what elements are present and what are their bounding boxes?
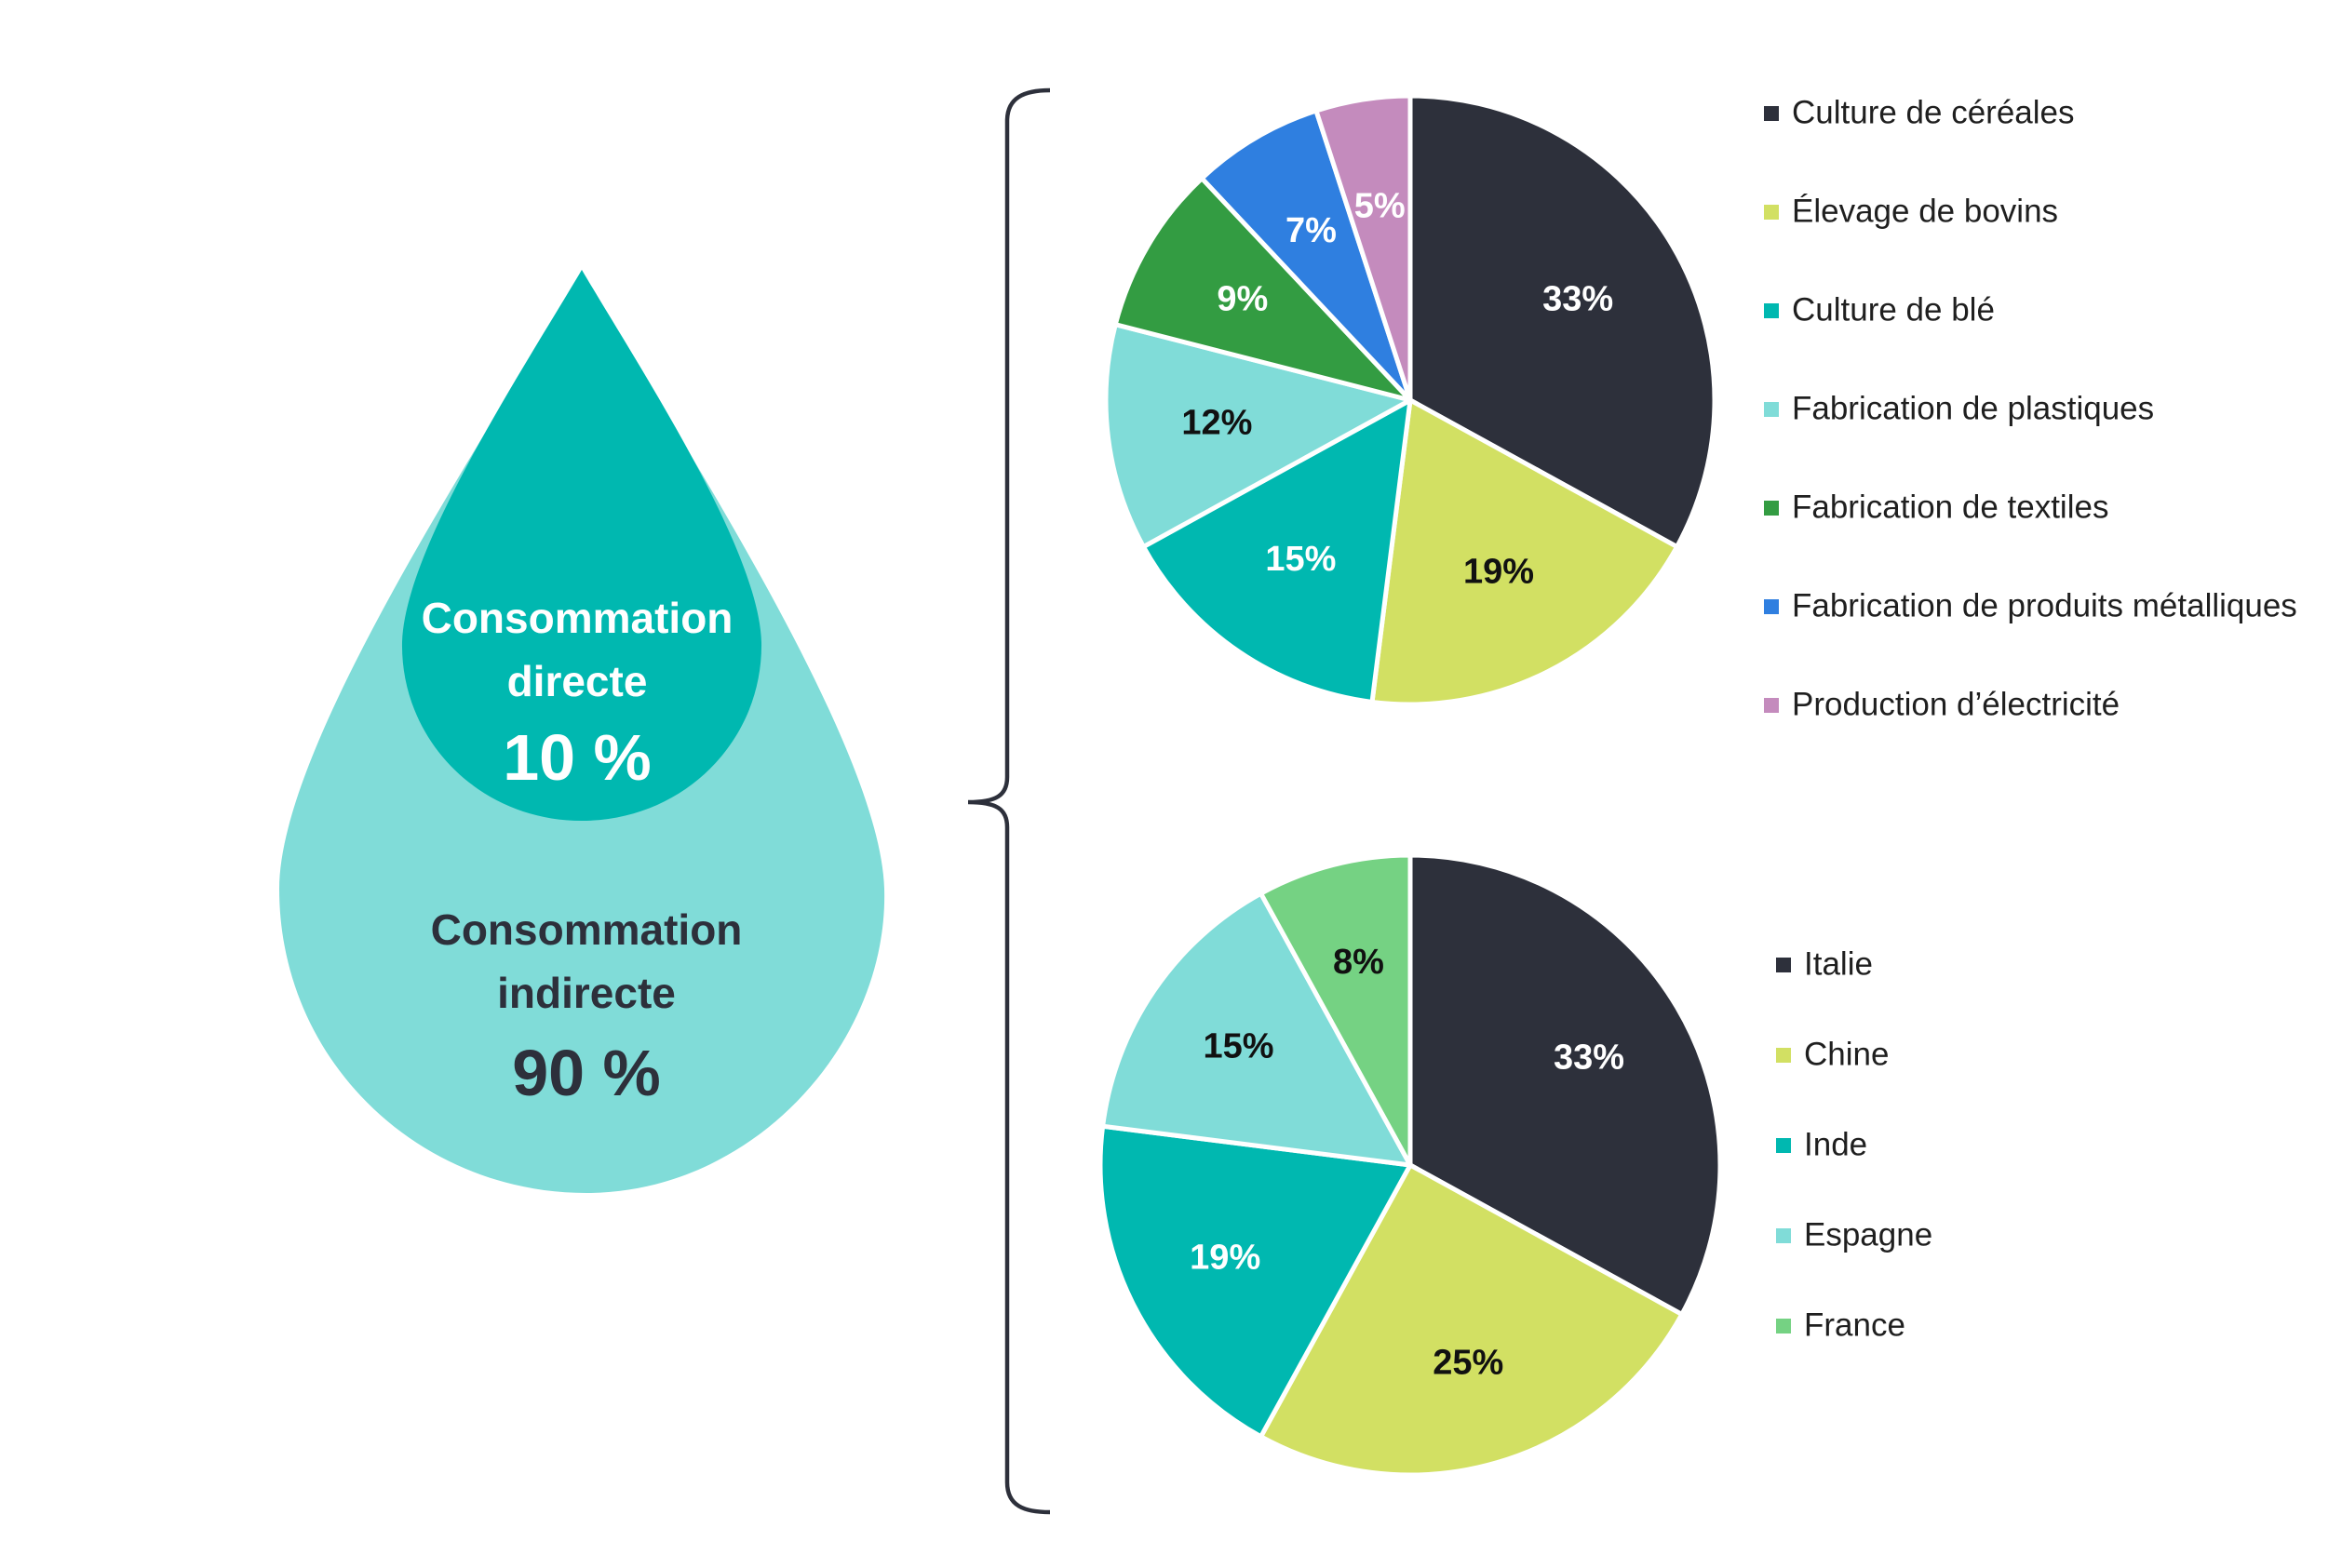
pie2-legend-swatch-inde xyxy=(1776,1138,1791,1153)
pie1-data-label-elevage-de-bovins: 19% xyxy=(1463,553,1534,592)
pie2-slice-italie xyxy=(1407,852,1723,1317)
pie2-legend-swatch-espagne xyxy=(1776,1228,1791,1243)
pie1-data-label-culture-de-ble: 15% xyxy=(1265,540,1336,579)
pie2-slice-chine xyxy=(1258,1162,1685,1478)
pie1-legend-label-culture-de-cereales: Culture de céréales xyxy=(1792,94,2075,130)
pie1-slice-culture-de-ble xyxy=(1140,397,1413,704)
pie1-slice-culture-de-cereales xyxy=(1407,93,1717,550)
pie2-legend-swatch-france xyxy=(1776,1319,1791,1333)
pie1-legend-label-elevage-de-bovins: Élevage de bovins xyxy=(1792,193,2058,229)
pie1-legend-label-fabrication-de-plastiques: Fabrication de plastiques xyxy=(1792,390,2154,426)
legend-sectors: Culture de céréales Élevage de bovins Cult… xyxy=(1764,94,2297,722)
pie1-legend-swatch-fabrication-de-textiles xyxy=(1764,501,1779,516)
pie-chart-sectors: 33% 19% 15% 12% 9% 7% 5% xyxy=(1103,93,1717,707)
pie2-legend-label-france: France xyxy=(1804,1307,1905,1343)
pie2-legend-swatch-chine xyxy=(1776,1048,1791,1063)
pie1-data-label-culture-de-cereales: 33% xyxy=(1542,279,1613,318)
pie2-legend-label-espagne: Espagne xyxy=(1804,1216,1932,1253)
pie1-data-label-fabrication-de-textiles: 9% xyxy=(1217,279,1268,318)
pie-chart-countries: 33% 25% 19% 15% 8% xyxy=(1097,852,1723,1478)
indirect-label-line1: Consommation xyxy=(431,905,743,954)
pie2-data-label-espagne: 15% xyxy=(1203,1027,1273,1066)
direct-consumption-drop xyxy=(401,270,762,821)
pie1-legend-swatch-culture-de-cereales xyxy=(1764,106,1779,121)
water-drop: Consommation directe 10 % Consommation i… xyxy=(279,270,885,1193)
pie2-legend-label-inde: Inde xyxy=(1804,1126,1867,1162)
pie2-slice-inde xyxy=(1097,1123,1413,1440)
pie1-slice-production-d-electricite xyxy=(1313,93,1413,403)
pie1-slice-fabrication-de-produits-metalliques xyxy=(1199,108,1413,403)
pie2-legend-label-chine: Chine xyxy=(1804,1036,1889,1072)
pie1-data-label-fabrication-de-plastiques: 12% xyxy=(1181,403,1252,442)
pie1-legend-swatch-fabrication-de-produits-metalliques xyxy=(1764,599,1779,614)
direct-label-line2: directe xyxy=(507,657,648,705)
pie1-legend-label-production-d-electricite: Production d’électricité xyxy=(1792,686,2120,722)
legend-countries: Italie Chine Inde Espagne France xyxy=(1776,945,1932,1343)
pie2-data-label-italie: 33% xyxy=(1554,1038,1624,1077)
pie2-slice-france xyxy=(1258,852,1413,1168)
pie1-slice-elevage-de-bovins xyxy=(1369,397,1680,707)
pie1-legend-swatch-production-d-electricite xyxy=(1764,698,1779,713)
pie1-legend-label-fabrication-de-produits-metalliques: Fabrication de produits métalliques xyxy=(1792,587,2297,623)
curly-bracket xyxy=(967,87,1051,1515)
pie2-legend-label-italie: Italie xyxy=(1804,945,1873,982)
indirect-label-line2: indirecte xyxy=(497,969,676,1017)
pie1-legend-label-culture-de-ble: Culture de blé xyxy=(1792,291,1995,328)
pie2-slice-espagne xyxy=(1100,891,1413,1168)
pie1-legend-swatch-culture-de-ble xyxy=(1764,303,1779,318)
pie1-legend-label-fabrication-de-textiles: Fabrication de textiles xyxy=(1792,489,2108,525)
pie2-data-label-chine: 25% xyxy=(1433,1343,1503,1382)
pie1-legend-swatch-fabrication-de-plastiques xyxy=(1764,402,1779,417)
pie1-legend-swatch-elevage-de-bovins xyxy=(1764,205,1779,220)
indirect-percentage: 90 % xyxy=(512,1037,661,1109)
pie1-slice-fabrication-de-textiles xyxy=(1112,176,1413,403)
pie1-data-label-fabrication-de-produits-metalliques: 7% xyxy=(1285,211,1337,250)
pie2-data-label-inde: 19% xyxy=(1190,1238,1260,1277)
pie1-data-label-production-d-electricite: 5% xyxy=(1354,186,1406,225)
pie1-slice-fabrication-de-plastiques xyxy=(1103,322,1413,550)
direct-percentage: 10 % xyxy=(503,721,652,794)
direct-label-line1: Consommation xyxy=(422,594,734,642)
pie2-data-label-france: 8% xyxy=(1333,943,1384,982)
pie2-legend-swatch-italie xyxy=(1776,958,1791,972)
